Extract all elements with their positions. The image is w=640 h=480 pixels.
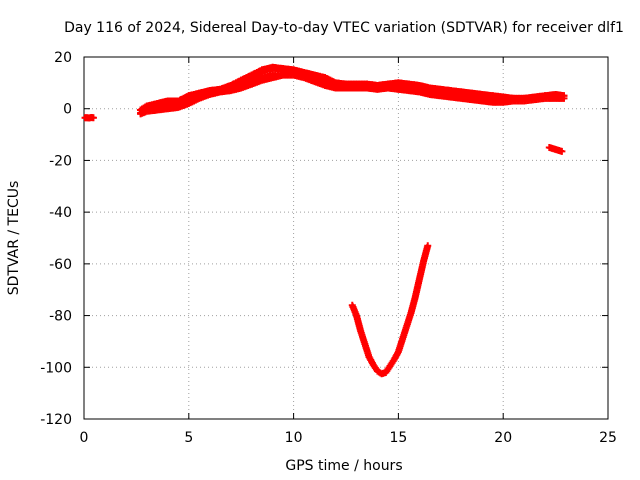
- data-point-dip: [356, 325, 364, 333]
- y-tick-label: -120: [40, 412, 72, 428]
- y-tick-label: -80: [49, 309, 72, 325]
- y-axis-label: SDTVAR / TECUs: [6, 181, 22, 296]
- x-axis-label: GPS time / hours: [285, 458, 402, 474]
- data-points: [81, 63, 568, 378]
- data-point-dip: [360, 338, 368, 346]
- data-point-dip: [402, 324, 410, 332]
- data-point-dip: [398, 337, 406, 345]
- y-tick-label: -100: [40, 360, 72, 376]
- data-point-main-band-fill: [560, 92, 568, 100]
- x-tick-label: 0: [80, 430, 89, 446]
- x-tick-label: 5: [184, 430, 193, 446]
- plot-frame: [83, 56, 609, 420]
- data-point-dip: [352, 310, 360, 318]
- y-tick-label: -60: [49, 257, 72, 273]
- grid-lines: [84, 57, 608, 419]
- data-point-early-segment: [88, 114, 96, 122]
- data-point-main-band-fill: [190, 96, 198, 104]
- y-tick-label: -20: [49, 153, 72, 169]
- chart-title: Day 116 of 2024, Sidereal Day-to-day VTE…: [64, 20, 624, 36]
- axis-ticks: 0 5 10 15 20 25 20 0 -20 -40 -60 -80 -100 -120: [40, 50, 617, 446]
- y-tick-label: -40: [49, 205, 72, 221]
- x-tick-label: 15: [389, 430, 407, 446]
- data-point-late-segment: [556, 147, 564, 155]
- y-tick-label: 20: [54, 50, 72, 66]
- y-tick-label: 0: [63, 102, 72, 118]
- data-point-dip: [423, 243, 431, 251]
- x-tick-label: 20: [494, 430, 512, 446]
- x-tick-label: 10: [285, 430, 303, 446]
- data-point-dip: [406, 311, 414, 319]
- x-tick-label: 25: [599, 430, 617, 446]
